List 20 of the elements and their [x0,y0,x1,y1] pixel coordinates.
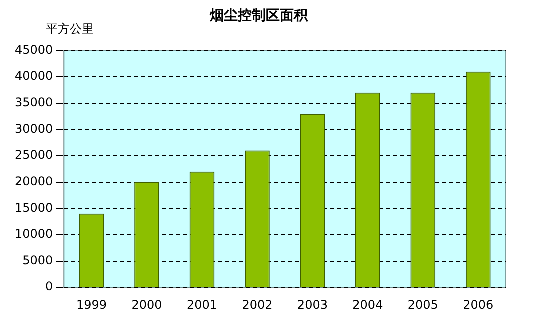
x-tick-label: 2001 [186,298,218,312]
y-tick-label: 35000 [14,96,54,110]
x-tick-label: 1999 [76,298,108,312]
y-tick-label: 25000 [14,148,54,162]
y-tick-label: 15000 [14,200,54,215]
x-tick-label: 2003 [297,298,328,312]
y-tick-label: 40000 [14,69,54,84]
x-tick-label: 2006 [463,298,494,312]
y-tick-label: 10000 [14,227,54,242]
x-tick-label: 2004 [352,298,384,312]
y-tick-label: 0 [46,280,54,294]
y-tick-label: 20000 [14,174,54,188]
y-tick-label: 30000 [14,122,54,136]
x-tick-label: 2002 [242,298,273,312]
y-axis-title: 平方公里 [46,22,94,36]
y-tick-label: 5000 [22,253,54,268]
x-tick-label: 2005 [408,298,438,312]
chart-title: 烟尘控制区面积 [209,8,309,24]
y-tick-label: 45000 [14,42,54,57]
x-tick-label: 2000 [132,298,162,312]
